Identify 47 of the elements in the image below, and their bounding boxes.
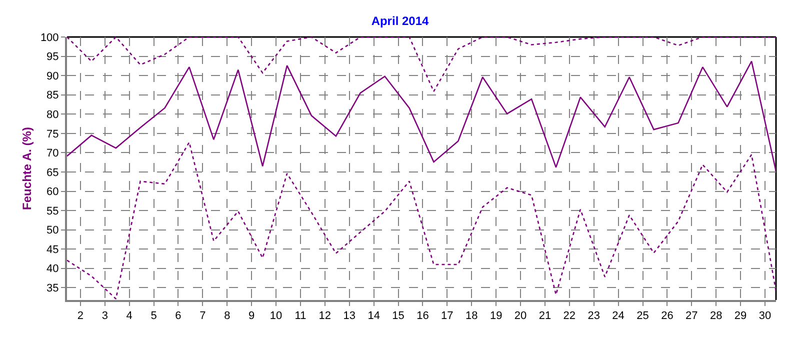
y-tick-label: 100: [40, 32, 59, 44]
y-tick-label: 65: [46, 166, 59, 179]
x-tick-label: 30: [758, 310, 772, 322]
x-tick-label: 9: [248, 310, 255, 322]
x-tick-label: 11: [294, 310, 306, 322]
x-tick-label: 7: [200, 310, 206, 322]
y-tick-label: 50: [46, 224, 59, 237]
x-tick-label: 3: [102, 310, 108, 322]
y-axis-title: Feuchte A. (%): [20, 127, 34, 210]
x-tick-label: 21: [538, 310, 552, 322]
x-tick-label: 16: [416, 310, 429, 322]
x-tick-label: 27: [686, 310, 698, 322]
x-tick-label: 26: [661, 310, 674, 322]
x-tick-label: 23: [588, 310, 600, 322]
x-tick-label: 25: [636, 310, 649, 322]
line-series: [67, 60, 776, 172]
x-tick-label: 4: [126, 310, 132, 322]
y-tick-label: 55: [46, 205, 59, 218]
x-tick-label: 17: [441, 310, 454, 322]
chart-title: April 2014: [371, 14, 429, 28]
y-tick-label: 90: [46, 70, 59, 82]
y-tick-label: 70: [46, 148, 59, 160]
x-tick-label: 28: [710, 310, 722, 322]
x-tick-label: 2: [77, 310, 84, 322]
y-tick-label: 40: [46, 263, 59, 276]
x-tick-label: 24: [612, 310, 624, 322]
y-tick-label: 95: [46, 51, 59, 64]
x-tick-label: 5: [150, 310, 157, 322]
y-tick-label: 60: [46, 186, 59, 198]
x-tick-label: 22: [563, 310, 576, 322]
x-tick-label: 13: [343, 310, 356, 322]
y-tick-label: 35: [46, 282, 59, 295]
x-tick-label: 12: [318, 310, 332, 322]
x-tick-label: 15: [392, 310, 404, 322]
line-series: [67, 142, 776, 300]
x-tick-label: 19: [490, 310, 502, 322]
x-tick-label: 29: [734, 310, 747, 322]
x-tick-label: 18: [465, 310, 478, 322]
y-tick-label: 75: [46, 128, 59, 140]
x-tick-label: 8: [224, 310, 230, 322]
x-tick-label: 6: [175, 310, 182, 322]
x-tick-label: 20: [514, 310, 527, 322]
y-tick-label: 45: [46, 244, 59, 256]
y-tick-label: 80: [46, 108, 59, 121]
x-tick-label: 10: [270, 310, 282, 322]
x-tick-label: 14: [368, 310, 380, 322]
y-tick-label: 85: [46, 90, 59, 102]
